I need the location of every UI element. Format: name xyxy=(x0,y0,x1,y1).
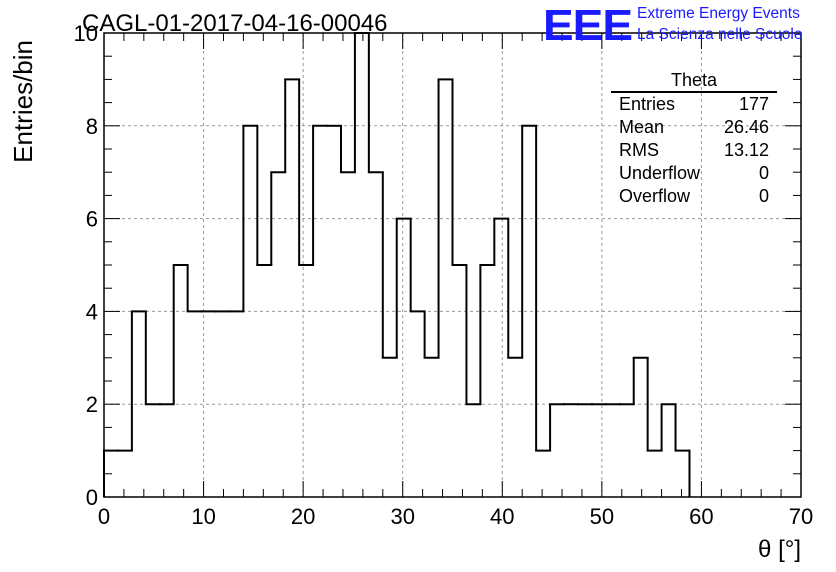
x-tick-label: 10 xyxy=(191,504,215,529)
x-tick-label: 70 xyxy=(789,504,813,529)
logo-line-2: La Scienza nelle Scuole xyxy=(637,26,803,43)
x-tick-label: 60 xyxy=(689,504,713,529)
y-tick-label: 4 xyxy=(86,299,98,324)
x-axis-label: θ [°] xyxy=(758,536,801,563)
plot-frame xyxy=(103,32,802,498)
y-axis-label: Entries/bin xyxy=(8,40,38,163)
y-tick-label: 6 xyxy=(86,207,98,232)
stats-title: Theta xyxy=(611,70,777,93)
stat-row-underflow: Underflow 0 xyxy=(611,162,777,185)
stat-value: 0 xyxy=(758,186,769,206)
stat-label: RMS xyxy=(619,140,659,160)
x-tick-label: 50 xyxy=(590,504,614,529)
x-tick-label: 0 xyxy=(98,504,110,529)
stat-value: 26.46 xyxy=(723,117,769,137)
stat-row-entries: Entries 177 xyxy=(611,93,777,116)
y-tick-label: 0 xyxy=(86,485,98,510)
stat-row-overflow: Overflow 0 xyxy=(611,185,777,208)
x-tick-label: 30 xyxy=(390,504,414,529)
logo-line-1: Extreme Energy Events xyxy=(637,5,800,22)
eee-logo: EEE xyxy=(543,0,633,50)
stat-value: 177 xyxy=(738,94,769,114)
stat-value: 0 xyxy=(758,163,769,183)
y-tick-label: 8 xyxy=(86,114,98,139)
y-tick-label: 10 xyxy=(74,21,98,46)
x-tick-label: 20 xyxy=(291,504,315,529)
x-tick-label: 40 xyxy=(490,504,514,529)
stat-label: Entries xyxy=(619,94,676,114)
stat-label: Overflow xyxy=(619,186,691,206)
stat-value: 13.12 xyxy=(723,140,769,160)
stat-label: Mean xyxy=(619,117,665,137)
statistics-box: Theta Entries 177 Mean 26.46 RMS 13.12 U… xyxy=(611,70,777,208)
stat-label: Underflow xyxy=(619,163,701,183)
stat-row-mean: Mean 26.46 xyxy=(611,116,777,139)
chart-title: CAGL-01-2017-04-16-00046 xyxy=(82,10,388,37)
y-tick-label: 2 xyxy=(86,392,98,417)
stat-row-rms: RMS 13.12 xyxy=(611,139,777,162)
